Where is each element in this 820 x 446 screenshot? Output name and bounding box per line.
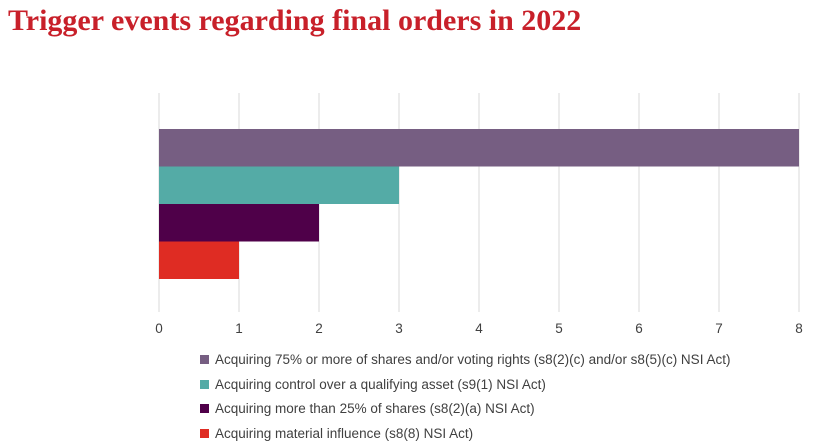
bar bbox=[159, 129, 799, 167]
legend-item: Acquiring 75% or more of shares and/or v… bbox=[200, 347, 730, 372]
x-tick-label: 5 bbox=[555, 321, 563, 336]
legend-label: Acquiring control over a qualifying asse… bbox=[215, 376, 546, 392]
legend-label: Acquiring more than 25% of shares (s8(2)… bbox=[215, 401, 535, 417]
bar bbox=[159, 166, 399, 204]
legend-item: Acquiring more than 25% of shares (s8(2)… bbox=[200, 396, 730, 421]
x-tick-label: 1 bbox=[235, 321, 243, 336]
legend-swatch bbox=[200, 404, 209, 414]
legend-item: Acquiring material influence (s8(8) NSI … bbox=[200, 421, 730, 446]
legend-label: Acquiring 75% or more of shares and/or v… bbox=[215, 351, 731, 367]
x-tick-label: 2 bbox=[315, 321, 323, 336]
x-tick-label: 7 bbox=[715, 321, 723, 336]
x-tick-label: 8 bbox=[795, 321, 803, 336]
x-tick-label: 4 bbox=[475, 321, 483, 336]
chart-title: Trigger events regarding final orders in… bbox=[8, 4, 582, 37]
bar bbox=[159, 204, 319, 242]
legend-swatch bbox=[200, 428, 209, 438]
legend-item: Acquiring control over a qualifying asse… bbox=[200, 372, 730, 397]
legend-swatch bbox=[200, 379, 209, 389]
x-tick-label: 6 bbox=[635, 321, 643, 336]
x-tick-label: 0 bbox=[155, 321, 163, 336]
legend-label: Acquiring material influence (s8(8) NSI … bbox=[215, 425, 474, 441]
chart-legend: Acquiring 75% or more of shares and/or v… bbox=[200, 347, 730, 446]
bar bbox=[159, 241, 239, 279]
legend-swatch bbox=[200, 354, 209, 364]
x-tick-label: 3 bbox=[395, 321, 403, 336]
